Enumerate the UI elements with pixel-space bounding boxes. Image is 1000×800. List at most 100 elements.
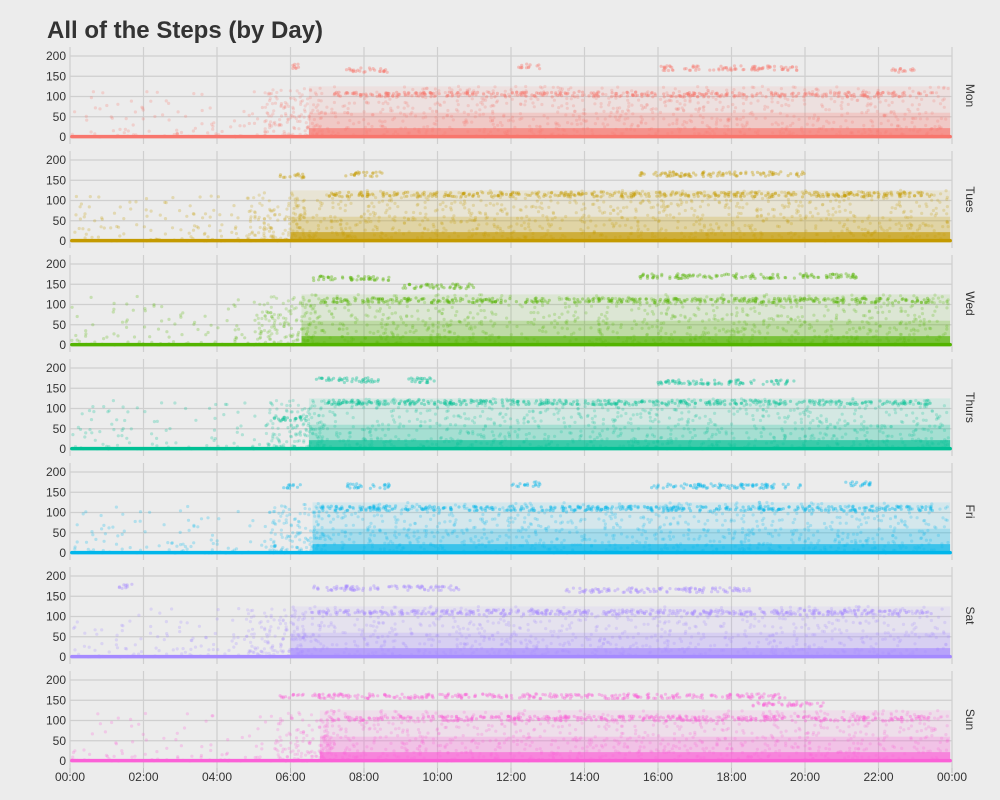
scatter-point — [876, 88, 880, 92]
scatter-point — [594, 111, 598, 115]
scatter-point — [78, 205, 82, 209]
scatter-point — [70, 338, 74, 342]
scatter-point — [456, 103, 460, 107]
scatter-point — [711, 95, 715, 99]
scatter-point — [490, 119, 494, 123]
scatter-point — [911, 89, 915, 93]
scatter-point — [662, 117, 666, 121]
scatter-point — [258, 302, 262, 306]
scatter-point — [725, 88, 729, 92]
scatter-point — [506, 119, 511, 123]
scatter-point — [685, 121, 689, 125]
scatter-point — [268, 337, 272, 341]
scatter-point — [266, 92, 270, 96]
scatter-point — [314, 105, 318, 109]
scatter-point — [766, 105, 770, 109]
scatter-point — [191, 228, 196, 232]
scatter-point — [145, 90, 149, 94]
scatter-point — [283, 175, 287, 179]
scatter-point — [134, 200, 138, 204]
scatter-point — [726, 105, 730, 109]
scatter-point — [442, 100, 446, 104]
scatter-point — [269, 311, 273, 315]
scatter-point — [302, 115, 306, 119]
y-tick-label: 0 — [59, 130, 66, 144]
scatter-point — [691, 171, 696, 175]
scatter-points-mon — [70, 62, 951, 139]
scatter-point — [386, 278, 390, 282]
scatter-point — [639, 103, 644, 108]
scatter-point — [294, 66, 298, 70]
scatter-point — [395, 95, 399, 99]
scatter-point — [576, 95, 580, 99]
scatter-point — [718, 170, 722, 174]
scatter-point — [717, 67, 721, 71]
scatter-point — [696, 85, 700, 89]
scatter-point — [74, 213, 78, 217]
scatter-point — [265, 102, 269, 106]
scatter-point — [491, 118, 495, 122]
scatter-point — [266, 223, 270, 227]
scatter-point — [689, 120, 694, 124]
scatter-point — [643, 105, 648, 110]
scatter-point — [91, 90, 95, 94]
scatter-point — [886, 90, 890, 94]
scatter-point — [286, 321, 290, 325]
scatter-point — [380, 124, 385, 128]
scatter-point — [433, 102, 437, 106]
scatter-point — [379, 110, 383, 114]
scatter-point — [771, 276, 775, 280]
scatter-point — [734, 67, 738, 71]
scatter-point — [697, 67, 701, 71]
scatter-point — [179, 228, 183, 232]
scatter-point — [936, 94, 940, 99]
scatter-point — [96, 235, 100, 239]
scatter-point — [578, 117, 582, 121]
facet-label: Tues — [963, 186, 977, 212]
scatter-point — [727, 118, 731, 123]
scatter-point — [253, 233, 258, 237]
scatter-point — [357, 120, 361, 124]
scatter-point — [257, 215, 261, 219]
scatter-point — [869, 96, 873, 100]
scatter-point — [370, 92, 374, 97]
scatter-point — [163, 217, 168, 221]
scatter-point — [425, 125, 430, 129]
scatter-point — [495, 93, 499, 98]
scatter-point — [89, 96, 93, 100]
scatter-point — [884, 113, 888, 117]
scatter-point — [937, 85, 941, 89]
scatter-point — [594, 96, 598, 100]
scatter-point — [777, 172, 781, 176]
scatter-point — [759, 272, 763, 276]
scatter-point — [646, 90, 650, 94]
scatter-point — [252, 90, 256, 94]
scatter-point — [674, 107, 678, 111]
scatter-point — [758, 67, 763, 71]
scatter-point — [811, 123, 815, 127]
scatter-point — [304, 121, 308, 125]
scatter-point — [917, 103, 921, 107]
scatter-point — [481, 99, 485, 103]
scatter-point — [615, 110, 619, 114]
scatter-point — [814, 87, 818, 91]
scatter-point — [714, 273, 718, 277]
scatter-point — [256, 316, 260, 320]
scatter-point — [265, 111, 269, 115]
scatter-point — [577, 90, 581, 94]
scatter-point — [359, 66, 363, 70]
scatter-point — [390, 109, 394, 113]
scatter-point — [247, 113, 251, 117]
scatter-point — [518, 112, 523, 116]
scatter-point — [596, 117, 600, 121]
scatter-point — [356, 274, 360, 278]
scatter-point — [243, 336, 247, 340]
scatter-point — [479, 101, 483, 105]
scatter-point — [892, 112, 897, 116]
scatter-point — [790, 98, 795, 102]
scatter-point — [225, 319, 229, 323]
scatter-point — [767, 173, 771, 177]
scatter-point — [273, 318, 277, 322]
scatter-point — [111, 129, 115, 133]
